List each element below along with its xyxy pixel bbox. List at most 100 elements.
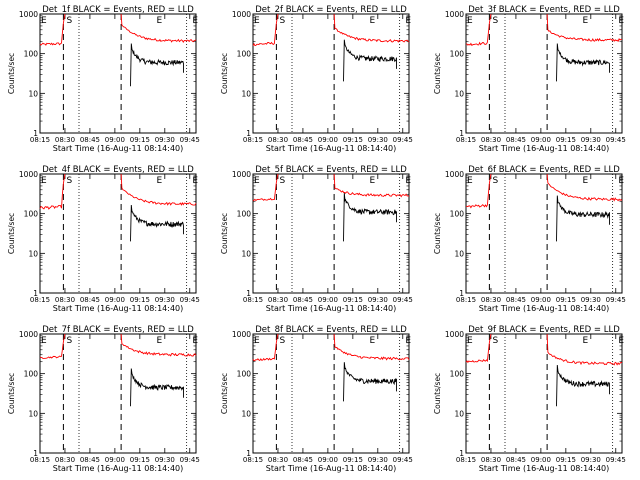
panel-title: Det_8f BLACK = Events, RED = LLD [255, 325, 407, 335]
y-tick-label: 1 [33, 449, 38, 458]
lld-series-line [39, 333, 66, 359]
y-tick-label: 100 [24, 210, 39, 219]
events-series-line [556, 43, 610, 82]
x-tick-label: 08:30 [55, 456, 75, 464]
x-tick-label: 09:45 [180, 136, 200, 144]
marker-label-s: S [493, 176, 499, 186]
x-tick-label: 09:15 [343, 136, 363, 144]
events-series-line [343, 362, 397, 402]
x-tick-label: 09:00 [531, 296, 551, 304]
plot-frame [465, 13, 623, 134]
y-tick-label: 10 [454, 249, 464, 258]
panel-det-7f: Det_7f BLACK = Events, RED = LLD 1 10 100 10… [7, 325, 200, 473]
x-tick-label: 08:30 [268, 136, 288, 144]
y-tick-label: 1 [459, 449, 464, 458]
x-tick-label: 09:45 [393, 296, 413, 304]
x-tick-label: 09:30 [155, 456, 175, 464]
marker-label-s: S [280, 16, 286, 26]
panel-title: Det_7f BLACK = Events, RED = LLD [42, 325, 194, 335]
y-axis-label: Counts/sec [433, 373, 442, 414]
x-tick-label: 08:15 [243, 136, 263, 144]
y-tick-label: 1 [33, 129, 38, 138]
marker-label-e: E [618, 16, 624, 26]
y-tick-label: 1000 [232, 10, 251, 19]
y-tick-label: 10 [28, 249, 38, 258]
lld-series-line [120, 333, 197, 357]
marker-label-e: E [254, 336, 260, 346]
y-tick-label: 1000 [19, 330, 38, 339]
lld-series-line [546, 333, 623, 366]
x-tick-label: 09:30 [368, 296, 388, 304]
y-tick-label: 100 [450, 50, 465, 59]
y-tick-label: 100 [237, 210, 252, 219]
marker-label-e: E [467, 176, 473, 186]
y-tick-label: 1 [246, 289, 251, 298]
y-tick-label: 1000 [445, 330, 464, 339]
panel-title: Det_4f BLACK = Events, RED = LLD [42, 165, 194, 175]
y-tick-label: 1000 [445, 10, 464, 19]
x-tick-label: 08:45 [80, 296, 100, 304]
y-axis-label: Counts/sec [7, 213, 16, 254]
marker-label-e: E [192, 16, 198, 26]
x-tick-label: 08:30 [268, 296, 288, 304]
y-tick-label: 10 [241, 89, 251, 98]
marker-label-e: E [156, 336, 162, 346]
y-tick-label: 100 [237, 50, 252, 59]
panel-det-3f: Det_3f BLACK = Events, RED = LLD 1 10 100 10… [433, 5, 626, 153]
x-tick-label: 09:30 [368, 136, 388, 144]
x-tick-label: 09:15 [556, 296, 576, 304]
marker-label-e: E [405, 336, 411, 346]
events-series-line [343, 193, 397, 242]
y-tick-label: 10 [241, 409, 251, 418]
lld-series-line [39, 13, 66, 46]
lld-series-line [39, 173, 66, 210]
x-tick-label: 09:15 [343, 456, 363, 464]
x-tick-label: 08:30 [55, 136, 75, 144]
x-axis-label: Start Time (16-Aug-11 08:14:40) [266, 144, 397, 153]
marker-label-s: S [67, 176, 73, 186]
panel-title: Det_1f BLACK = Events, RED = LLD [42, 5, 194, 15]
x-tick-label: 08:45 [506, 296, 526, 304]
x-tick-label: 09:00 [318, 136, 338, 144]
y-axis-label: Counts/sec [433, 213, 442, 254]
x-tick-label: 08:45 [293, 456, 313, 464]
marker-label-e: E [467, 16, 473, 26]
y-tick-label: 1000 [445, 170, 464, 179]
panel-det-9f: Det_9f BLACK = Events, RED = LLD 1 10 100 10… [433, 325, 626, 473]
lld-series-line [120, 13, 197, 43]
lld-series-line [546, 173, 623, 202]
plot-frame [252, 173, 410, 294]
x-tick-label: 09:00 [531, 456, 551, 464]
x-axis-label: Start Time (16-Aug-11 08:14:40) [53, 464, 184, 473]
marker-label-e: E [156, 16, 162, 26]
x-axis-label: Start Time (16-Aug-11 08:14:40) [266, 464, 397, 473]
events-series-line [343, 39, 397, 82]
x-tick-label: 09:15 [556, 456, 576, 464]
x-axis-label: Start Time (16-Aug-11 08:14:40) [53, 144, 184, 153]
y-tick-label: 1 [246, 449, 251, 458]
panel-title: Det_6f BLACK = Events, RED = LLD [468, 165, 620, 175]
panel-det-1f: Det_1f BLACK = Events, RED = LLD 1 10 100 10… [7, 5, 200, 153]
x-tick-label: 08:45 [293, 136, 313, 144]
x-tick-label: 09:15 [130, 456, 150, 464]
marker-label-e: E [582, 336, 588, 346]
plot-frame [39, 333, 197, 454]
x-tick-label: 09:00 [318, 456, 338, 464]
x-tick-label: 09:30 [155, 136, 175, 144]
x-axis-label: Start Time (16-Aug-11 08:14:40) [53, 304, 184, 313]
y-axis-label: Counts/sec [7, 53, 16, 94]
marker-label-s: S [67, 16, 73, 26]
panel-det-8f: Det_8f BLACK = Events, RED = LLD 1 10 100 10… [220, 325, 413, 473]
plot-frame [465, 333, 623, 454]
marker-label-e: E [41, 176, 47, 186]
x-tick-label: 09:00 [105, 296, 125, 304]
marker-label-e: E [41, 16, 47, 26]
y-tick-label: 100 [450, 370, 465, 379]
x-tick-label: 08:30 [481, 456, 501, 464]
x-tick-label: 08:15 [456, 456, 476, 464]
lld-series-line [333, 333, 410, 361]
y-axis-label: Counts/sec [220, 373, 229, 414]
marker-label-s: S [280, 176, 286, 186]
marker-label-e: E [405, 176, 411, 186]
x-axis-label: Start Time (16-Aug-11 08:14:40) [266, 304, 397, 313]
